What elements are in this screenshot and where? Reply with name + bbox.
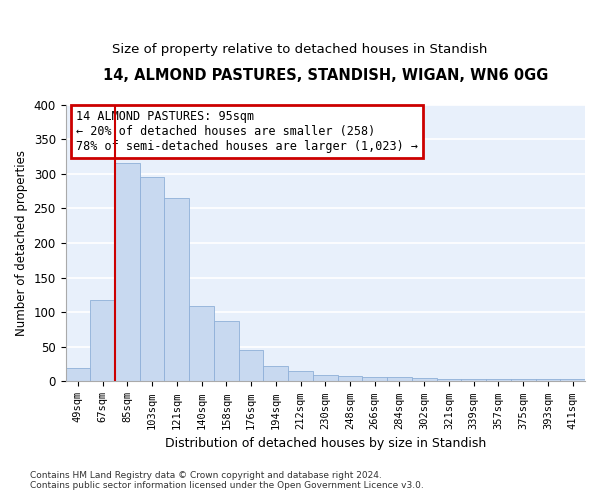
Text: Contains HM Land Registry data © Crown copyright and database right 2024.
Contai: Contains HM Land Registry data © Crown c… [30,470,424,490]
Bar [313,374,338,382]
Bar [338,376,362,382]
Bar [214,320,239,382]
Y-axis label: Number of detached properties: Number of detached properties [15,150,28,336]
Bar [65,368,90,382]
Bar [362,376,387,382]
Bar [140,176,164,382]
Bar [263,366,288,382]
Bar [486,378,511,382]
Bar [536,378,560,382]
Bar [90,300,115,382]
Bar [412,378,437,382]
Bar [387,376,412,382]
Bar [164,198,189,382]
Bar [461,378,486,382]
Bar [560,378,585,382]
Text: 14 ALMOND PASTURES: 95sqm
← 20% of detached houses are smaller (258)
78% of semi: 14 ALMOND PASTURES: 95sqm ← 20% of detac… [76,110,418,153]
Bar [437,380,461,382]
Bar [239,350,263,382]
Bar [189,306,214,382]
Bar [115,164,140,382]
Bar [511,378,536,382]
X-axis label: Distribution of detached houses by size in Standish: Distribution of detached houses by size … [164,437,486,450]
Text: Size of property relative to detached houses in Standish: Size of property relative to detached ho… [112,42,488,56]
Bar [288,371,313,382]
Title: 14, ALMOND PASTURES, STANDISH, WIGAN, WN6 0GG: 14, ALMOND PASTURES, STANDISH, WIGAN, WN… [103,68,548,82]
